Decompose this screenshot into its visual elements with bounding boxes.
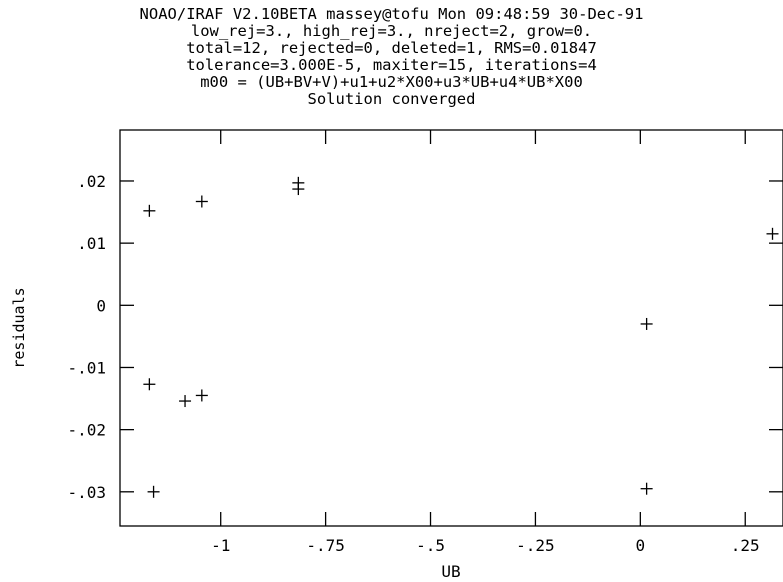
x-tick-label: -1 xyxy=(211,536,230,555)
y-tick-label: .01 xyxy=(77,234,106,253)
data-point-plus-marker xyxy=(292,183,305,196)
axis-ticks xyxy=(120,130,783,526)
header-line-rejection: low_rej=3., high_rej=3., nreject=2, grow… xyxy=(190,22,593,40)
header-line-equation: m00 = (UB+BV+V)+u1+u2*X00+u3*UB+u4*UB*X0… xyxy=(200,73,583,91)
data-point-plus-marker xyxy=(143,378,156,391)
header-line-status: Solution converged xyxy=(307,90,476,108)
x-tick-label: -.5 xyxy=(416,536,445,555)
x-axis-label: UB xyxy=(441,562,460,581)
data-points xyxy=(143,176,779,498)
x-tick-label: 0 xyxy=(636,536,646,555)
data-point-plus-marker xyxy=(195,195,208,208)
y-tick-label: -.03 xyxy=(67,483,106,502)
header-line-tolerance: tolerance=3.000E-5, maxiter=15, iteratio… xyxy=(186,56,597,74)
data-point-plus-marker xyxy=(640,317,653,330)
plot-frame xyxy=(119,129,783,527)
x-tick-label: -.25 xyxy=(516,536,555,555)
x-tick-label: -.75 xyxy=(306,536,345,555)
axis-tick-labels: -1 -.75 -.5 -.25 0 .25 -.03 -.02 -.01 0 .01 .02 xyxy=(67,172,759,555)
y-axis-label: residuals xyxy=(10,287,28,368)
data-point-plus-marker xyxy=(147,485,160,498)
y-tick-label: -.02 xyxy=(67,421,106,440)
y-tick-label: 0 xyxy=(96,296,106,315)
header-line-system: NOAO/IRAF V2.10BETA massey@tofu Mon 09:4… xyxy=(139,5,644,23)
header-line-totals: total=12, rejected=0, deleted=1, RMS=0.0… xyxy=(186,39,597,57)
data-point-plus-marker xyxy=(143,204,156,217)
y-tick-label: .02 xyxy=(77,172,106,191)
y-tick-label: -.01 xyxy=(67,358,106,377)
data-point-plus-marker xyxy=(195,389,208,402)
x-tick-label: .25 xyxy=(731,536,760,555)
data-point-plus-marker xyxy=(766,227,779,240)
data-point-plus-marker xyxy=(640,482,653,495)
data-point-plus-marker xyxy=(179,395,192,408)
